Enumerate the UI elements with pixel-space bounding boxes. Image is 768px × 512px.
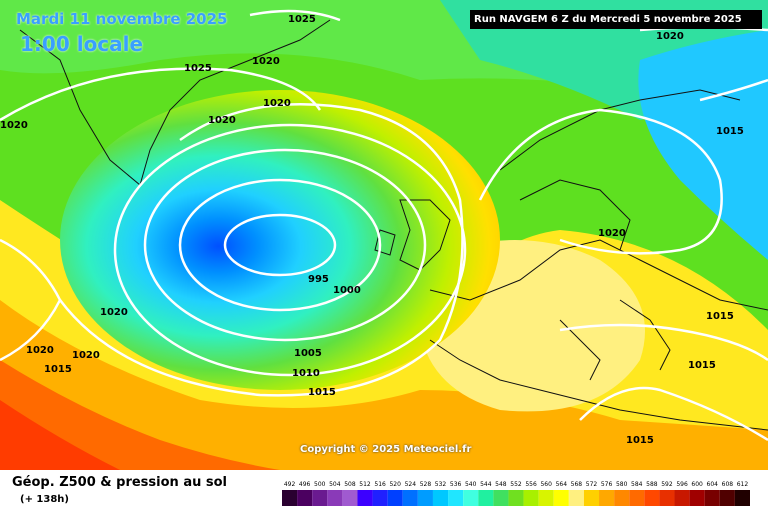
scale-swatch bbox=[674, 490, 690, 506]
scale-swatch bbox=[689, 490, 705, 506]
scale-swatch bbox=[282, 490, 298, 506]
scale-swatch bbox=[644, 490, 660, 506]
scale-value: 548 bbox=[495, 481, 507, 488]
scale-value: 528 bbox=[420, 481, 432, 488]
scale-value: 516 bbox=[374, 481, 386, 488]
scale-value: 508 bbox=[344, 481, 356, 488]
isobar-label: 1020 bbox=[598, 228, 626, 239]
field-east-cold bbox=[638, 30, 768, 260]
isobar-label: 1020 bbox=[100, 307, 128, 318]
scale-value: 600 bbox=[691, 481, 703, 488]
weather-map: 1025 1020 1025 1020 1020 1020 1020 1020 … bbox=[0, 0, 768, 470]
low-pressure-field bbox=[60, 90, 500, 390]
scale-swatch bbox=[402, 490, 418, 506]
isobar-label: 1020 bbox=[0, 120, 28, 131]
isobar-label: 1025 bbox=[288, 14, 316, 25]
scale-value: 592 bbox=[661, 481, 673, 488]
coastlines bbox=[19, 19, 768, 431]
scale-value: 596 bbox=[676, 481, 688, 488]
scale-value: 536 bbox=[450, 481, 462, 488]
isobar-label: 1015 bbox=[706, 311, 734, 322]
scale-value: 612 bbox=[737, 481, 749, 488]
scale-swatch bbox=[342, 490, 358, 506]
isobar-label: 1020 bbox=[72, 350, 100, 361]
scale-value: 552 bbox=[510, 481, 522, 488]
copyright: Copyright © 2025 Meteociel.fr bbox=[300, 444, 472, 455]
isobar-label: 1000 bbox=[333, 285, 361, 296]
isobar-label: 1005 bbox=[294, 348, 322, 359]
scale-value: 496 bbox=[299, 481, 311, 488]
scale-value: 604 bbox=[707, 481, 719, 488]
isobar-label: 1015 bbox=[716, 126, 744, 137]
isobar-label: 995 bbox=[308, 274, 329, 285]
field-southwest-hottest bbox=[0, 400, 120, 470]
scale-swatch bbox=[297, 490, 313, 506]
scale-swatch bbox=[568, 490, 584, 506]
scale-value: 512 bbox=[359, 481, 371, 488]
scale-value: 576 bbox=[601, 481, 613, 488]
isobar-label: 1015 bbox=[44, 364, 72, 375]
isobar-label: 1015 bbox=[688, 360, 716, 371]
isobar-label: 1025 bbox=[184, 63, 212, 74]
scale-swatch bbox=[734, 490, 750, 506]
scale-swatch bbox=[372, 490, 388, 506]
field-southwest-hot bbox=[0, 360, 280, 470]
scale-value: 608 bbox=[722, 481, 734, 488]
field-south-orange bbox=[0, 300, 768, 470]
isobar-label: 1015 bbox=[308, 387, 336, 398]
isobar-label: 1020 bbox=[656, 31, 684, 42]
scale-swatch bbox=[583, 490, 600, 506]
scale-swatch bbox=[629, 490, 645, 506]
scale-swatch bbox=[538, 490, 554, 506]
scale-value: 540 bbox=[465, 481, 477, 488]
scale-value: 532 bbox=[435, 481, 447, 488]
scale-swatch bbox=[387, 490, 403, 506]
scale-value: 500 bbox=[314, 481, 326, 488]
scale-swatch bbox=[599, 490, 615, 506]
scale-value: 568 bbox=[571, 481, 583, 488]
scale-value: 572 bbox=[586, 481, 598, 488]
scale-swatch bbox=[523, 490, 539, 506]
scale-value: 564 bbox=[556, 481, 568, 488]
scale-value: 504 bbox=[329, 481, 341, 488]
scale-swatch bbox=[614, 490, 630, 506]
isobar-label: 1020 bbox=[252, 56, 280, 67]
scale-value: 520 bbox=[389, 481, 401, 488]
scale-swatch bbox=[463, 490, 479, 506]
scale-swatch bbox=[312, 490, 328, 506]
scale-swatch bbox=[478, 490, 494, 506]
scale-swatch bbox=[659, 490, 675, 506]
map-subtitle: (+ 138h) bbox=[20, 494, 69, 505]
scale-swatch bbox=[327, 490, 343, 506]
isobars bbox=[0, 9, 768, 442]
scale-value: 560 bbox=[540, 481, 552, 488]
scale-swatch bbox=[432, 490, 449, 506]
scale-swatch bbox=[357, 490, 373, 506]
color-scale-legend: 492 496 500 504 508 512 516 520 524 528 532 536 540 5… bbox=[282, 481, 750, 506]
scale-swatch bbox=[553, 490, 569, 506]
scale-value: 580 bbox=[616, 481, 628, 488]
scale-value: 544 bbox=[480, 481, 492, 488]
scale-value: 492 bbox=[284, 481, 296, 488]
scale-swatch bbox=[719, 490, 735, 506]
scale-swatch bbox=[448, 490, 464, 506]
scale-swatch bbox=[704, 490, 720, 506]
isobar-label: 1020 bbox=[263, 98, 291, 109]
run-info: Run NAVGEM 6 Z du Mercredi 5 novembre 20… bbox=[470, 10, 762, 29]
scale-value: 584 bbox=[631, 481, 643, 488]
isobar-label: 1010 bbox=[292, 368, 320, 379]
scale-swatch bbox=[493, 490, 509, 506]
forecast-date: Mardi 11 novembre 2025 bbox=[16, 10, 228, 28]
scale-value: 524 bbox=[405, 481, 417, 488]
forecast-time: 1:00 locale bbox=[20, 32, 144, 56]
isobar-label: 1020 bbox=[26, 345, 54, 356]
scale-swatch bbox=[508, 490, 524, 506]
isobar-labels: 1025 1020 1025 1020 1020 1020 1020 1020 … bbox=[0, 14, 744, 446]
map-title: Géop. Z500 & pression au sol bbox=[12, 475, 227, 490]
scale-value: 556 bbox=[525, 481, 537, 488]
isobar-label: 1020 bbox=[208, 115, 236, 126]
scale-value: 588 bbox=[646, 481, 658, 488]
scale-swatch bbox=[417, 490, 433, 506]
isobar-label: 1015 bbox=[626, 435, 654, 446]
